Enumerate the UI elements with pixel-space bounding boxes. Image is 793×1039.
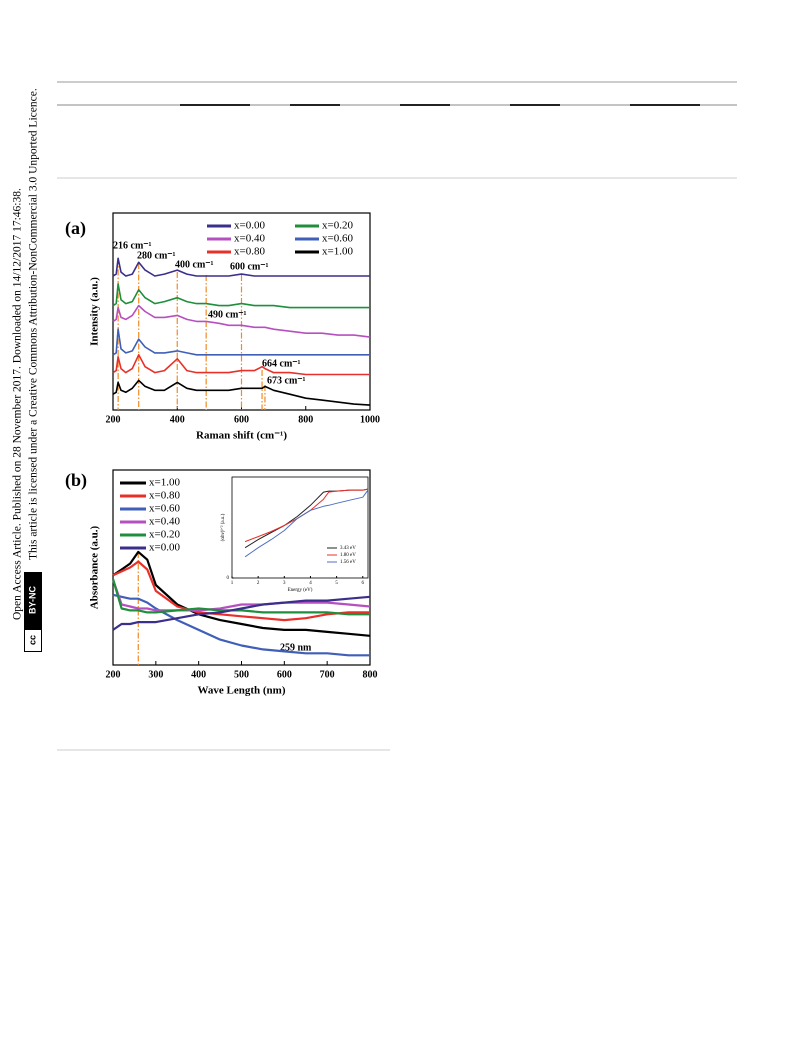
annotation: 216 cm⁻¹	[113, 240, 152, 251]
annotation: 600 cm⁻¹	[230, 261, 269, 272]
x-axis-label: Energy (eV)	[288, 588, 313, 593]
series-line	[112, 257, 370, 277]
annotation: 490 cm⁻¹	[208, 309, 247, 320]
y-axis-label: Absorbance (a.u.)	[89, 525, 101, 609]
x-tick-label: 3	[283, 581, 286, 586]
legend-label: x=1.00	[149, 477, 180, 489]
x-tick-label: 800	[298, 414, 313, 425]
x-tick-label: 300	[148, 669, 163, 680]
x-tick-label: 600	[234, 414, 249, 425]
x-tick-label: 5	[335, 581, 338, 586]
series-line	[112, 550, 371, 637]
x-tick-label: 500	[234, 669, 249, 680]
cc-badge: cc BY-NC	[24, 572, 42, 652]
x-tick-label: 200	[106, 414, 121, 425]
annotation: 400 cm⁻¹	[175, 259, 214, 270]
x-tick-label: 6	[362, 581, 365, 586]
x-tick-label: 800	[363, 669, 378, 680]
sidebar-line: Open Access Article. Published on 28 Nov…	[12, 188, 24, 620]
annotation: 673 cm⁻¹	[267, 375, 306, 386]
sidebar-line: This article is licensed under a Creativ…	[28, 88, 40, 560]
series-line	[112, 304, 371, 338]
series-line	[111, 578, 370, 616]
x-tick-label: 4	[309, 581, 312, 586]
annotation: 664 cm⁻¹	[262, 358, 301, 369]
legend-label: x=0.80	[234, 246, 265, 258]
x-tick-label: 1000	[360, 414, 380, 425]
series-line	[244, 488, 369, 543]
series-line	[112, 283, 370, 309]
badge-cc: cc	[27, 635, 37, 645]
series-line	[112, 379, 371, 406]
x-axis-label: Wave Length (nm)	[198, 685, 286, 697]
plot-frame	[231, 476, 369, 579]
x-tick-label: 200	[106, 669, 121, 680]
series-line	[112, 328, 370, 356]
legend-label: x=0.20	[322, 220, 353, 232]
x-axis-label: Raman shift (cm⁻¹)	[196, 430, 287, 442]
annotation: 259 nm	[280, 642, 312, 653]
legend-label: x=0.80	[149, 490, 180, 502]
legend-label: x=0.40	[234, 233, 265, 245]
x-tick-label: 2	[257, 581, 260, 586]
legend-label: x=0.40	[149, 516, 180, 528]
series-line	[112, 354, 370, 376]
legend-label: x=0.20	[149, 529, 180, 541]
legend-label: x=0.00	[234, 220, 265, 232]
legend-label: x=0.60	[322, 233, 353, 245]
series-line	[112, 593, 370, 657]
legend-label: x=0.60	[149, 503, 180, 515]
legend-label: x=1.00	[322, 246, 353, 258]
legend-label: 1.80 eV	[340, 553, 356, 558]
legend-label: 1.56 eV	[340, 560, 356, 565]
y-axis-label: Intensity (a.u.)	[89, 277, 101, 346]
x-tick-label: 400	[170, 414, 185, 425]
y-axis-label: (αhν)¹ᐟ² (a.u.)	[220, 513, 226, 541]
series-line	[112, 595, 371, 631]
annotation: 280 cm⁻¹	[137, 250, 176, 261]
x-tick-label: 400	[191, 669, 206, 680]
x-tick-label: 1	[231, 581, 234, 586]
x-tick-label: 700	[320, 669, 335, 680]
x-tick-label: 600	[277, 669, 292, 680]
panel-label: (a)	[65, 218, 86, 239]
legend-label: 3.43 eV	[340, 546, 356, 551]
series-line	[244, 489, 369, 558]
panel-label: (b)	[65, 470, 87, 491]
y-tick-label: 0	[227, 576, 230, 581]
badge-cc-bg	[25, 630, 41, 651]
badge-text: BY-NC	[27, 586, 37, 615]
legend-label: x=0.00	[149, 542, 180, 554]
